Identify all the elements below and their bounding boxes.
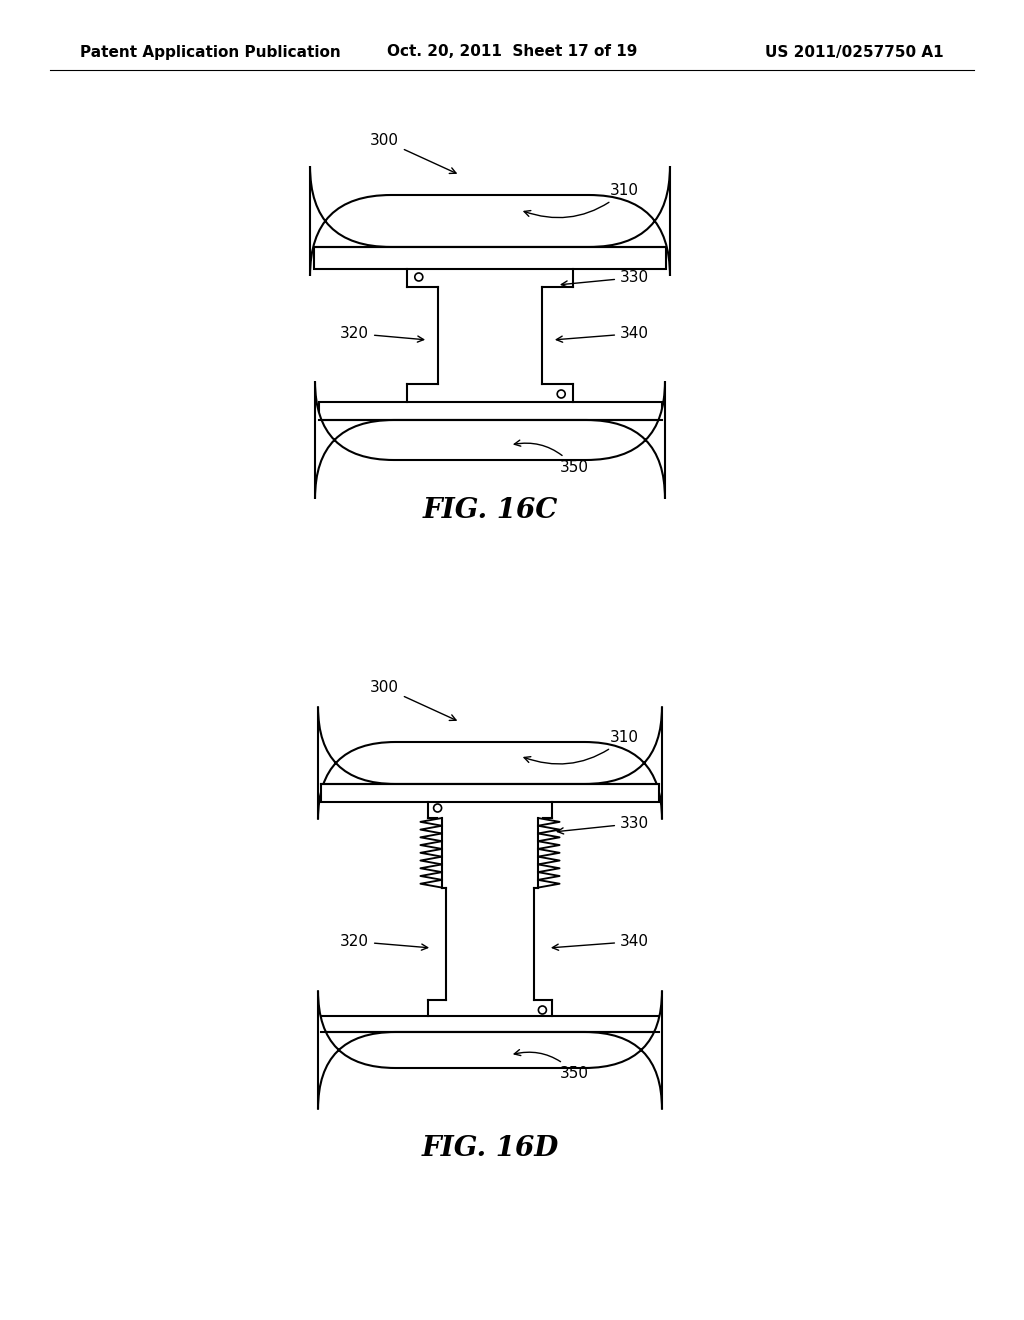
Text: 350: 350 [514, 1049, 589, 1081]
Bar [438, 286, 542, 384]
Text: 310: 310 [524, 730, 639, 764]
Text: 310: 310 [524, 183, 639, 218]
FancyBboxPatch shape [315, 381, 665, 499]
Text: 350: 350 [514, 440, 589, 475]
Text: 320: 320 [340, 935, 428, 950]
Bar [322, 1016, 658, 1032]
Bar [318, 403, 662, 420]
Bar [322, 784, 658, 803]
Text: Patent Application Publication: Patent Application Publication [80, 45, 341, 59]
Text: 300: 300 [370, 680, 456, 721]
Text: 300: 300 [370, 133, 456, 173]
Text: US 2011/0257750 A1: US 2011/0257750 A1 [765, 45, 944, 59]
FancyBboxPatch shape [310, 166, 670, 276]
Text: FIG. 16C: FIG. 16C [422, 496, 558, 524]
Text: 340: 340 [556, 326, 649, 342]
Bar [445, 887, 535, 1001]
Bar [313, 247, 667, 269]
Text: 320: 320 [340, 326, 424, 342]
FancyBboxPatch shape [318, 706, 662, 820]
Text: 330: 330 [561, 271, 649, 286]
Text: Oct. 20, 2011  Sheet 17 of 19: Oct. 20, 2011 Sheet 17 of 19 [387, 45, 637, 59]
Text: 340: 340 [552, 935, 649, 950]
Text: FIG. 16D: FIG. 16D [421, 1134, 559, 1162]
FancyBboxPatch shape [318, 990, 662, 1109]
Text: 330: 330 [557, 816, 649, 834]
